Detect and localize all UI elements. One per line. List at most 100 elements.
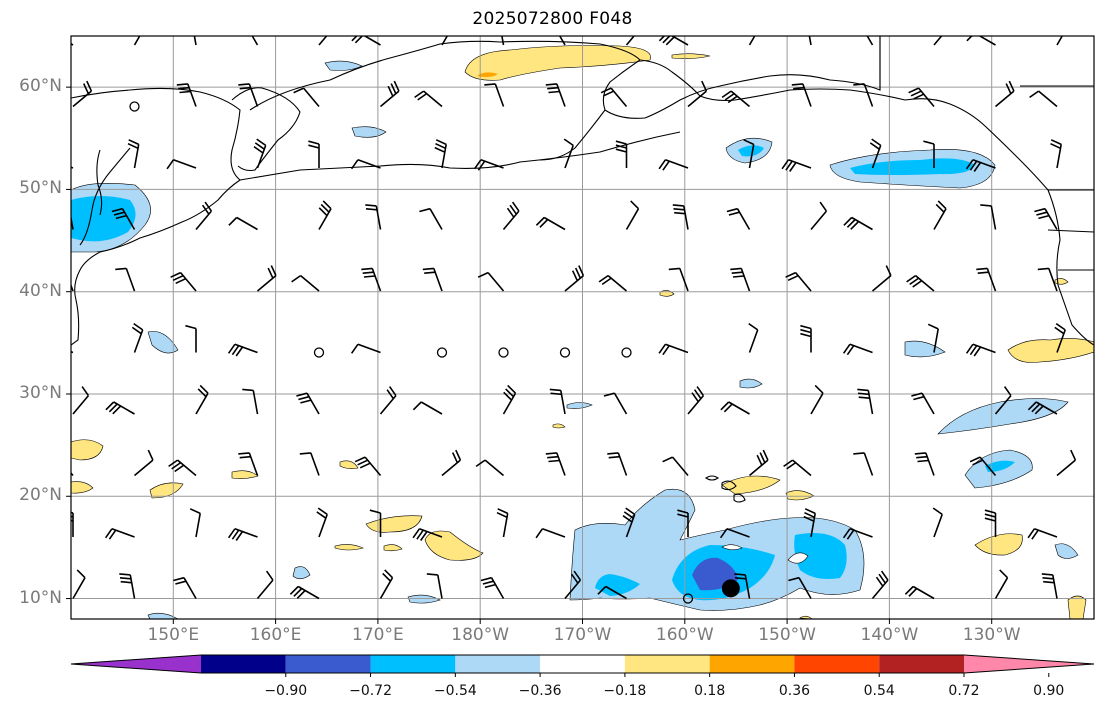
wind-barb: [625, 36, 636, 46]
wind-barb: [365, 204, 382, 230]
wind-barb: [256, 265, 277, 292]
wind-barb: [687, 386, 705, 415]
wind-barb: [668, 267, 689, 292]
wind-barb: [607, 452, 628, 476]
coastlines: [71, 36, 1094, 503]
wind-barb: [966, 36, 996, 46]
yellow-anomaly-region: [464, 45, 651, 81]
wind-barb: [379, 569, 394, 599]
wind-barb: [857, 388, 874, 415]
wind-barb: [687, 80, 708, 108]
wind-barb: [853, 83, 874, 107]
wind-barb: [104, 528, 135, 540]
yellow-anomaly-region: [974, 533, 1023, 556]
wind-barb: [810, 201, 828, 231]
wind-barb: [563, 138, 574, 169]
wind-barb: [168, 459, 197, 477]
wind-barb: [984, 509, 997, 537]
wind-barb: [256, 570, 274, 600]
wind-barb: [72, 80, 93, 108]
wind-barb: [502, 201, 520, 231]
wind-barb: [369, 509, 382, 537]
neutral-hole: [787, 552, 809, 564]
wind-barb: [72, 569, 86, 599]
wind-barb: [597, 585, 627, 600]
wind-barb: [730, 267, 751, 292]
wind-barb: [354, 456, 382, 477]
wind-barb: [379, 386, 397, 415]
yellow-anomaly-region: [231, 470, 259, 479]
wind-barb: [908, 87, 935, 108]
colorbar-label: 0.36: [778, 683, 811, 699]
lat-label: 20°N: [19, 485, 62, 506]
colorbar-extend-low: [71, 655, 201, 673]
wind-barb: [419, 207, 443, 230]
blue-anomaly-region: [1054, 543, 1079, 559]
wind-barb: [1037, 267, 1058, 292]
wind-barb: [726, 207, 751, 230]
colorbar-outline: [70, 654, 1095, 674]
yellow-anomaly-region: [424, 530, 484, 561]
yellow-anomaly-region: [383, 544, 403, 552]
wind-barb: [105, 401, 135, 415]
wind-barb: [748, 322, 759, 353]
wind-barb: [720, 401, 750, 415]
wind-barb: [251, 36, 259, 46]
colorbar-segment: [879, 655, 964, 673]
wind-barb: [308, 140, 320, 168]
yellow-anomaly-region: [339, 460, 359, 469]
wind-barb: [785, 271, 812, 292]
wind-barb: [412, 528, 443, 541]
wind-barb: [969, 456, 997, 477]
yellow-anomaly-region: [671, 53, 711, 59]
calm-circle: [436, 347, 448, 358]
wind-barb: [480, 576, 505, 599]
wind-barb: [441, 449, 462, 477]
wind-barb: [843, 216, 873, 231]
graticule: [71, 36, 1094, 619]
lat-label: 40°N: [19, 280, 62, 301]
wind-barb: [316, 507, 328, 538]
wind-barb: [71, 350, 74, 354]
wind-barb: [625, 200, 640, 230]
wind-barb: [791, 83, 812, 107]
wind-barb: [484, 83, 505, 107]
wind-barb: [502, 384, 517, 415]
wind-barb: [227, 528, 258, 541]
wind-barb: [994, 386, 1012, 415]
wind-barb: [289, 585, 320, 600]
colorbar-segment: [624, 655, 710, 673]
wind-barb: [350, 159, 381, 170]
wind-barb: [545, 83, 566, 107]
wind-barb: [1050, 139, 1062, 169]
blue-anomaly-region: [324, 60, 363, 71]
calm-circle: [129, 101, 140, 112]
yellow-anomaly-region: [1067, 595, 1087, 619]
wind-barb: [535, 216, 566, 231]
wind-barb: [615, 140, 628, 168]
lon-label: 170°W: [553, 625, 612, 645]
wind-barb: [994, 80, 1015, 108]
lat-label: 30°N: [19, 382, 62, 403]
wind-barb: [473, 159, 504, 171]
wind-barb: [871, 570, 889, 600]
colorbar-segment: [285, 655, 371, 673]
wind-barb: [299, 452, 320, 476]
wind-barb: [600, 87, 628, 108]
wind-barb: [783, 459, 812, 477]
wind-barb: [318, 200, 332, 230]
wind-barb: [176, 83, 197, 107]
orange-anomaly-core: [477, 72, 498, 78]
wind-barb: [412, 401, 443, 415]
lon-label: 160°E: [249, 625, 302, 645]
wind-barb: [414, 90, 443, 108]
wind-barb: [911, 392, 935, 415]
wind-barb: [291, 274, 320, 292]
wind-barb: [71, 213, 74, 230]
wind-barb: [976, 267, 997, 292]
wind-barb: [677, 509, 689, 537]
wind-barb: [422, 267, 443, 292]
lat-label: 10°N: [19, 587, 62, 608]
lon-label: 160°W: [655, 625, 714, 645]
